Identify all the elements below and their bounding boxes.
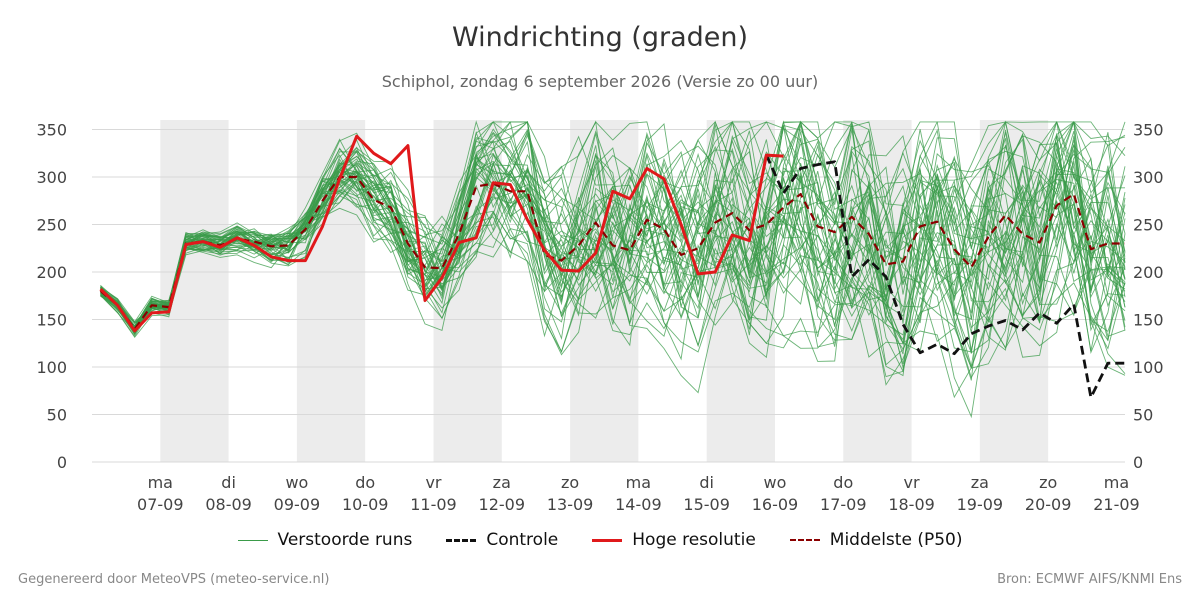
x-tick-day-label: vr bbox=[425, 473, 441, 492]
high-resolution-line bbox=[99, 134, 784, 333]
y-tick-label-left: 200 bbox=[36, 263, 67, 282]
day-shading-band bbox=[160, 120, 229, 462]
y-tick-label-right: 350 bbox=[1133, 121, 1164, 140]
x-tick-date-label: 18-09 bbox=[888, 495, 935, 514]
y-tick-label-right: 200 bbox=[1133, 263, 1164, 282]
legend-swatch-control bbox=[446, 538, 477, 542]
ensemble-member-line bbox=[100, 121, 1126, 328]
x-tick-day-label: do bbox=[833, 473, 853, 492]
ensemble-member-line bbox=[100, 120, 1126, 328]
ensemble-member-line bbox=[100, 120, 1126, 351]
y-tick-label-left: 150 bbox=[36, 311, 67, 330]
legend-label-high-resolution: Hoge resolutie bbox=[632, 530, 756, 550]
legend-swatch-median bbox=[789, 539, 820, 541]
y-tick-label-right: 0 bbox=[1133, 453, 1143, 472]
x-tick-day-label: vr bbox=[904, 473, 920, 492]
x-tick-date-label: 12-09 bbox=[479, 495, 526, 514]
legend-item-high-resolution: Hoge resolutie bbox=[592, 530, 756, 550]
legend-swatch-ensemble bbox=[237, 539, 268, 541]
legend-swatch-high-resolution bbox=[592, 538, 623, 542]
x-tick-date-label: 09-09 bbox=[274, 495, 321, 514]
x-tick-day-label: di bbox=[221, 473, 236, 492]
legend-label-ensemble: Verstoorde runs bbox=[277, 530, 413, 550]
x-tick-day-label: wo bbox=[764, 473, 787, 492]
x-tick-date-label: 13-09 bbox=[547, 495, 594, 514]
x-tick-date-label: 14-09 bbox=[615, 495, 662, 514]
x-tick-day-label: ma bbox=[626, 473, 651, 492]
y-tick-label-left: 350 bbox=[36, 121, 67, 140]
ensemble-member-line bbox=[100, 125, 1126, 381]
x-tick-date-label: 11-09 bbox=[410, 495, 457, 514]
footer-generated-by: Gegenereerd door MeteoVPS (meteo-service… bbox=[18, 572, 330, 587]
footer-source: Bron: ECMWF AIFS/KNMI Ens bbox=[997, 572, 1182, 587]
x-tick-day-label: wo bbox=[285, 473, 308, 492]
x-tick-day-label: di bbox=[699, 473, 714, 492]
legend-label-median: Middelste (P50) bbox=[829, 530, 963, 550]
x-tick-day-label: zo bbox=[1039, 473, 1057, 492]
ensemble-member-line bbox=[100, 128, 1126, 353]
ensemble-member-line bbox=[100, 129, 1126, 336]
x-tick-date-label: 16-09 bbox=[752, 495, 799, 514]
legend-label-control: Controle bbox=[486, 530, 559, 550]
ensemble-member-line bbox=[100, 120, 1126, 348]
y-tick-label-left: 100 bbox=[36, 358, 67, 377]
ensemble-member-line bbox=[100, 153, 1126, 349]
y-tick-label-left: 250 bbox=[36, 216, 67, 235]
chart-title: Windrichting (graden) bbox=[451, 22, 749, 53]
x-tick-day-label: za bbox=[493, 473, 511, 492]
median-line bbox=[99, 175, 1125, 331]
x-tick-day-label: za bbox=[971, 473, 989, 492]
x-tick-date-label: 21-09 bbox=[1093, 495, 1140, 514]
x-tick-day-label: do bbox=[355, 473, 375, 492]
x-tick-date-label: 10-09 bbox=[342, 495, 389, 514]
ensemble-member-line bbox=[100, 125, 1126, 355]
x-tick-date-label: 15-09 bbox=[683, 495, 730, 514]
x-tick-date-label: 17-09 bbox=[820, 495, 867, 514]
ensemble-member-line bbox=[100, 121, 1126, 369]
ensemble-member-line bbox=[100, 121, 1126, 399]
y-tick-label-left: 0 bbox=[57, 453, 67, 472]
ensemble-member-line bbox=[100, 145, 1126, 366]
ensemble-member-line bbox=[100, 139, 1126, 369]
y-tick-label-right: 300 bbox=[1133, 168, 1164, 187]
y-tick-label-right: 150 bbox=[1133, 311, 1164, 330]
y-tick-label-right: 50 bbox=[1133, 406, 1153, 425]
x-tick-date-label: 19-09 bbox=[957, 495, 1004, 514]
y-tick-label-right: 100 bbox=[1133, 358, 1164, 377]
x-tick-day-label: zo bbox=[561, 473, 579, 492]
legend-item-control: Controle bbox=[446, 530, 558, 550]
chart-legend: Verstoorde runs Controle Hoge resolutie … bbox=[0, 530, 1200, 550]
ensemble-member-line bbox=[100, 121, 1126, 332]
control-line bbox=[765, 154, 1125, 399]
ensemble-member-line bbox=[100, 121, 1126, 329]
ensemble-member-line bbox=[100, 120, 1126, 329]
legend-item-ensemble: Verstoorde runs bbox=[237, 530, 413, 550]
x-tick-date-label: 08-09 bbox=[205, 495, 252, 514]
ensemble-member-line bbox=[100, 121, 1126, 331]
x-tick-date-label: 20-09 bbox=[1025, 495, 1072, 514]
x-tick-day-label: ma bbox=[148, 473, 173, 492]
y-tick-label-right: 250 bbox=[1133, 216, 1164, 235]
y-tick-label-left: 50 bbox=[47, 406, 67, 425]
y-tick-label-left: 300 bbox=[36, 168, 67, 187]
ensemble-member-line bbox=[100, 120, 1126, 348]
x-tick-date-label: 07-09 bbox=[137, 495, 184, 514]
chart-subtitle: Schiphol, zondag 6 september 2026 (Versi… bbox=[381, 72, 819, 91]
legend-item-median: Middelste (P50) bbox=[789, 530, 963, 550]
x-tick-day-label: ma bbox=[1104, 473, 1129, 492]
